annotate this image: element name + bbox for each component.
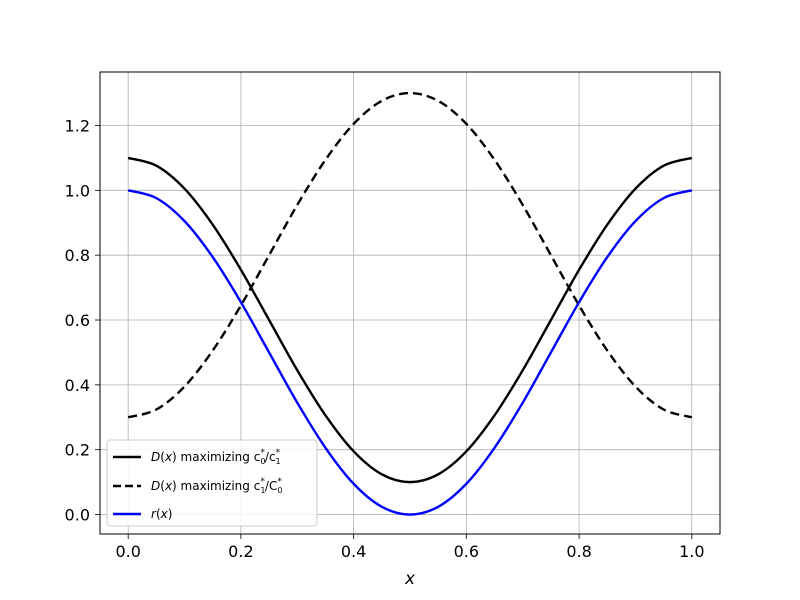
legend-label-r: r(x) xyxy=(151,507,172,521)
legend-label-d-max-c0-c1: D(x) maximizing c0*/c1* xyxy=(151,448,281,466)
ticks: 0.0 0.2 0.4 0.6 0.8 1.0 0.0 0.2 0.4 0.6 0.8 1.0 1.2 xyxy=(65,116,705,561)
legend: D(x) maximizing c0*/c1* D(x) maximizing … xyxy=(106,439,318,527)
y-tick-label: 0.2 xyxy=(65,441,90,460)
legend-box xyxy=(106,439,318,527)
x-tick-label: 0.0 xyxy=(115,542,140,561)
series-line-d-max-c0-c1 xyxy=(127,156,693,484)
y-tick-label: 0.6 xyxy=(65,311,90,330)
x-tick-label: 1.0 xyxy=(679,542,704,561)
series-line-d-max-c1-c0 xyxy=(127,91,693,419)
series-line-r xyxy=(127,189,693,516)
legend-label-d-max-c1-c0: D(x) maximizing c1*/C0* xyxy=(151,477,282,495)
y-tick-label: 0.0 xyxy=(65,506,90,525)
y-tick-label: 1.0 xyxy=(65,181,90,200)
x-tick-label: 0.4 xyxy=(341,542,366,561)
x-tick-label: 0.2 xyxy=(228,542,253,561)
x-tick-label: 0.6 xyxy=(454,542,479,561)
y-tick-label: 0.4 xyxy=(65,376,90,395)
x-tick-label: 0.8 xyxy=(566,542,591,561)
y-tick-label: 1.2 xyxy=(65,116,90,135)
plot-frame xyxy=(99,71,721,535)
y-tick-label: 0.8 xyxy=(65,246,90,265)
series-layer xyxy=(127,91,693,516)
x-axis-label: x xyxy=(404,569,416,589)
